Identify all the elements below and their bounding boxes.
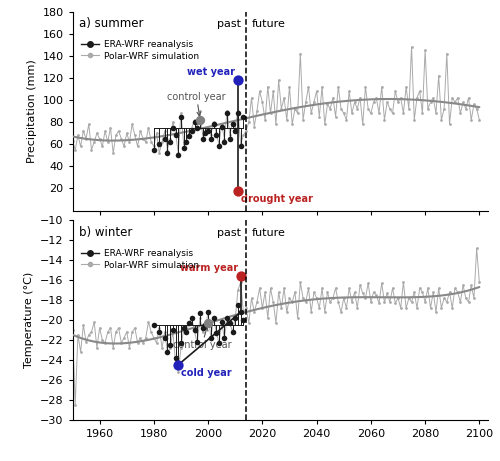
Text: future: future	[252, 229, 286, 238]
Y-axis label: Temperature (°C): Temperature (°C)	[24, 272, 34, 368]
Text: drought year: drought year	[240, 194, 312, 204]
Point	[234, 77, 242, 84]
Text: a) summer: a) summer	[78, 18, 143, 30]
Legend: ERA-WRF reanalysis, Polar-WRF simulation: ERA-WRF reanalysis, Polar-WRF simulation	[81, 40, 199, 61]
Point	[196, 116, 204, 124]
Point	[204, 319, 212, 327]
Text: past: past	[216, 19, 240, 30]
Legend: ERA-WRF reanalysis, Polar-WRF simulation: ERA-WRF reanalysis, Polar-WRF simulation	[81, 249, 199, 270]
Point	[174, 361, 182, 368]
Text: past: past	[216, 229, 240, 238]
Text: wet year: wet year	[187, 67, 235, 77]
Text: b) winter: b) winter	[78, 226, 132, 239]
Text: control year: control year	[173, 327, 232, 350]
Text: future: future	[252, 19, 286, 30]
Text: warm year: warm year	[180, 263, 238, 273]
Point	[234, 187, 242, 195]
Y-axis label: Precipitation (mm): Precipitation (mm)	[27, 59, 37, 163]
Text: control year: control year	[168, 92, 226, 116]
Point	[236, 272, 244, 280]
Text: cold year: cold year	[181, 368, 232, 378]
